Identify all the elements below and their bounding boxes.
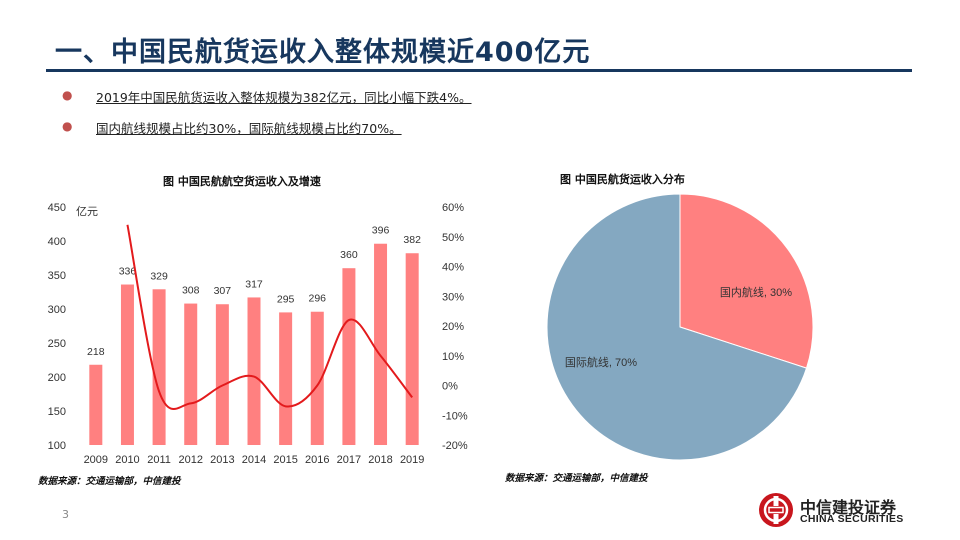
x-tick-label: 2016 bbox=[305, 454, 329, 466]
bar bbox=[405, 253, 419, 445]
bar-data-label: 329 bbox=[150, 270, 168, 282]
x-tick-label: 2009 bbox=[84, 454, 108, 466]
bar bbox=[120, 284, 134, 445]
bullet-marker-1: ● bbox=[62, 88, 73, 102]
y-left-tick-label: 150 bbox=[48, 406, 66, 418]
pie-slice bbox=[679, 193, 814, 369]
bar-data-label: 295 bbox=[277, 293, 295, 305]
pie-chart-title: 图 中国民航货运收入分布 bbox=[560, 173, 685, 186]
y-left-tick-label: 450 bbox=[48, 202, 66, 214]
x-tick-label: 2013 bbox=[210, 454, 234, 466]
bar-chart-title: 图 中国民航航空货运收入及增速 bbox=[163, 175, 321, 188]
bar-data-label: 307 bbox=[214, 285, 232, 297]
y-left-tick-label: 200 bbox=[48, 372, 66, 384]
bar bbox=[247, 297, 261, 445]
pie-slice bbox=[546, 193, 808, 461]
y-right-tick-label: 30% bbox=[442, 291, 464, 303]
x-tick-label: 2018 bbox=[368, 454, 392, 466]
bar bbox=[279, 312, 293, 445]
bullet-text-1: 2019年中国民航货运收入整体规模为382亿元，同比小幅下跌4%。 bbox=[96, 90, 472, 105]
bar-data-label: 218 bbox=[87, 346, 105, 358]
bar-data-label: 382 bbox=[403, 234, 421, 246]
bar-data-label: 296 bbox=[309, 293, 327, 305]
y-left-tick-label: 250 bbox=[48, 338, 66, 350]
y-right-tick-label: 40% bbox=[442, 262, 464, 274]
y-unit-label: 亿元 bbox=[76, 205, 98, 218]
y-right-tick-label: 50% bbox=[442, 232, 464, 244]
logo-english-name: CHINA SECURITIES bbox=[800, 513, 904, 525]
page-number: 3 bbox=[62, 508, 69, 521]
title-divider bbox=[46, 69, 912, 72]
y-right-tick-label: 60% bbox=[442, 202, 464, 214]
bar-data-label: 336 bbox=[119, 266, 137, 278]
bar bbox=[184, 303, 198, 445]
bar bbox=[342, 268, 356, 445]
x-tick-label: 2014 bbox=[242, 454, 266, 466]
x-tick-label: 2015 bbox=[273, 454, 297, 466]
y-right-tick-label: 20% bbox=[442, 321, 464, 333]
logo-chinese-name: 中信建投证券 bbox=[800, 498, 897, 517]
company-logo: 中信建投证券 CHINA SECURITIES bbox=[758, 490, 918, 530]
x-tick-label: 2019 bbox=[400, 454, 424, 466]
pie-slice-label: 国内航线, 30% bbox=[720, 285, 792, 299]
x-tick-label: 2011 bbox=[147, 454, 171, 466]
pie-chart-source: 数据来源：交通运输部，中信建投 bbox=[505, 473, 648, 484]
bar-data-label: 317 bbox=[245, 278, 263, 290]
y-right-tick-label: 0% bbox=[442, 381, 458, 393]
bar-data-label: 308 bbox=[182, 285, 200, 297]
x-tick-label: 2012 bbox=[178, 454, 202, 466]
bar bbox=[89, 364, 103, 445]
y-left-tick-label: 100 bbox=[48, 440, 66, 452]
y-right-tick-label: -10% bbox=[442, 410, 468, 422]
y-right-tick-label: -20% bbox=[442, 440, 468, 452]
pie-slice-label: 国际航线, 70% bbox=[565, 355, 637, 369]
logo-emblem-icon bbox=[759, 493, 793, 527]
bullet-marker-2: ● bbox=[62, 119, 73, 133]
x-tick-label: 2017 bbox=[337, 454, 361, 466]
y-left-tick-label: 400 bbox=[48, 236, 66, 248]
bar-chart-source: 数据来源：交通运输部，中信建投 bbox=[38, 476, 181, 487]
bar bbox=[215, 304, 229, 445]
growth-rate-line bbox=[126, 224, 413, 410]
bar-data-label: 360 bbox=[340, 249, 358, 261]
bar bbox=[310, 311, 324, 445]
bullet-text-2: 国内航线规模占比约30%，国际航线规模占比约70%。 bbox=[96, 121, 402, 136]
bar-data-label: 396 bbox=[372, 225, 390, 237]
page-title: 一、中国民航货运收入整体规模近400亿元 bbox=[55, 37, 591, 68]
bar bbox=[374, 243, 388, 445]
y-left-tick-label: 300 bbox=[48, 304, 66, 316]
y-right-tick-label: 10% bbox=[442, 351, 464, 363]
bar bbox=[152, 289, 166, 445]
y-left-tick-label: 350 bbox=[48, 270, 66, 282]
x-tick-label: 2010 bbox=[115, 454, 139, 466]
